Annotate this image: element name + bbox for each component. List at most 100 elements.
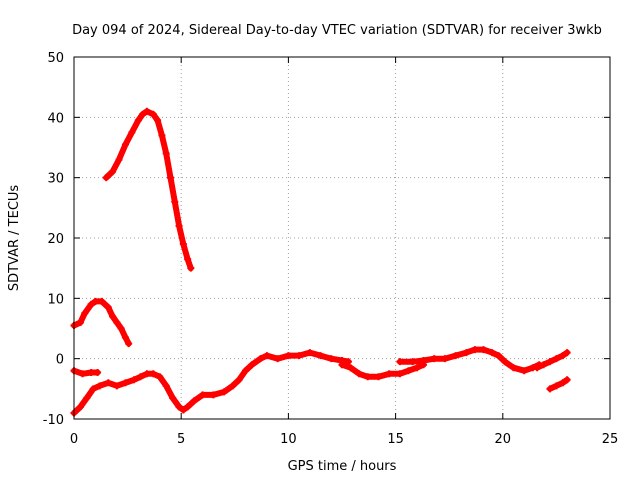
data-point xyxy=(134,116,142,124)
data-point xyxy=(130,376,138,384)
data-point xyxy=(419,356,427,364)
data-point xyxy=(274,355,282,363)
data-series xyxy=(70,107,571,417)
data-point xyxy=(79,370,87,378)
y-tick-label: 50 xyxy=(47,51,64,66)
y-tick-label: 30 xyxy=(47,172,64,187)
series-arc-3 xyxy=(70,367,102,378)
data-point xyxy=(462,349,470,357)
data-point xyxy=(162,382,170,390)
x-tick-label: 0 xyxy=(70,432,78,447)
data-point xyxy=(117,325,125,332)
data-point xyxy=(158,131,166,139)
data-point xyxy=(98,297,106,305)
data-point xyxy=(263,352,271,360)
data-point xyxy=(546,385,554,393)
data-point xyxy=(175,222,183,230)
data-point xyxy=(248,361,256,369)
data-point xyxy=(175,403,183,411)
data-point xyxy=(179,406,187,414)
data-point xyxy=(190,397,198,405)
x-tick-label: 25 xyxy=(602,432,619,447)
series-arc-6 xyxy=(396,346,543,375)
data-point xyxy=(184,255,192,263)
x-axis-label: GPS time / hours xyxy=(288,459,397,474)
data-point xyxy=(171,198,179,206)
y-tick-label: 20 xyxy=(47,232,64,247)
x-tick-label: 10 xyxy=(280,432,297,447)
data-point xyxy=(109,168,117,176)
data-point xyxy=(76,403,84,411)
series-line xyxy=(547,376,571,392)
data-point xyxy=(242,367,250,375)
data-point xyxy=(121,379,129,387)
data-point xyxy=(187,264,195,272)
y-tick-label: 40 xyxy=(47,111,64,126)
data-point xyxy=(235,376,243,384)
data-point xyxy=(338,361,346,369)
data-point xyxy=(452,352,460,360)
data-point xyxy=(409,358,417,366)
series-arc-8 xyxy=(546,376,571,393)
series-line xyxy=(103,108,194,272)
data-point xyxy=(143,370,151,378)
data-point xyxy=(257,355,265,363)
x-tick-label: 15 xyxy=(387,432,404,447)
series-line xyxy=(339,361,427,380)
data-point xyxy=(128,128,136,136)
data-point xyxy=(199,391,207,399)
series-line xyxy=(396,346,543,374)
series-arc-5 xyxy=(338,361,427,381)
data-point xyxy=(121,140,129,148)
data-point xyxy=(284,352,292,360)
data-point xyxy=(559,379,567,387)
data-point xyxy=(139,110,147,118)
data-point xyxy=(156,373,164,381)
data-point xyxy=(559,352,567,360)
data-point xyxy=(510,364,518,372)
data-point xyxy=(480,346,488,354)
data-point xyxy=(109,312,117,320)
data-point xyxy=(104,379,112,387)
data-point xyxy=(471,346,479,354)
data-point xyxy=(533,364,541,372)
data-point xyxy=(113,382,121,390)
data-point xyxy=(430,355,438,363)
data-point xyxy=(540,361,548,369)
data-point xyxy=(162,150,170,158)
data-point xyxy=(149,110,157,118)
data-point xyxy=(229,382,237,390)
data-point xyxy=(149,370,157,378)
data-point xyxy=(94,369,102,377)
data-point xyxy=(317,352,325,360)
series-arc-2 xyxy=(70,297,133,348)
data-point xyxy=(306,349,314,357)
data-point xyxy=(115,156,123,164)
data-point xyxy=(563,376,571,384)
data-point xyxy=(552,382,560,390)
series-arc-4 xyxy=(70,349,352,417)
grid-lines xyxy=(74,57,610,419)
x-tick-label: 20 xyxy=(495,432,512,447)
data-point xyxy=(385,370,393,378)
series-arc-7 xyxy=(533,349,571,372)
data-point xyxy=(501,358,509,366)
data-point xyxy=(546,358,554,366)
data-point xyxy=(166,174,174,182)
data-point xyxy=(76,318,84,326)
data-point xyxy=(113,318,121,326)
axis-ticks: 0 5 10 15 20 25 -10 0 10 20 30 40 50 xyxy=(43,51,619,447)
data-point xyxy=(81,309,89,317)
data-point xyxy=(87,300,95,308)
data-point xyxy=(441,355,449,363)
y-axis-label: SDTVAR / TECUs xyxy=(7,185,22,292)
data-point xyxy=(91,297,99,305)
data-point xyxy=(495,352,503,360)
data-point xyxy=(121,334,129,342)
data-point xyxy=(520,367,528,375)
data-point xyxy=(374,373,382,381)
data-point xyxy=(143,107,151,115)
y-tick-label: 10 xyxy=(47,292,64,307)
data-point xyxy=(83,394,91,402)
data-point xyxy=(125,340,133,348)
